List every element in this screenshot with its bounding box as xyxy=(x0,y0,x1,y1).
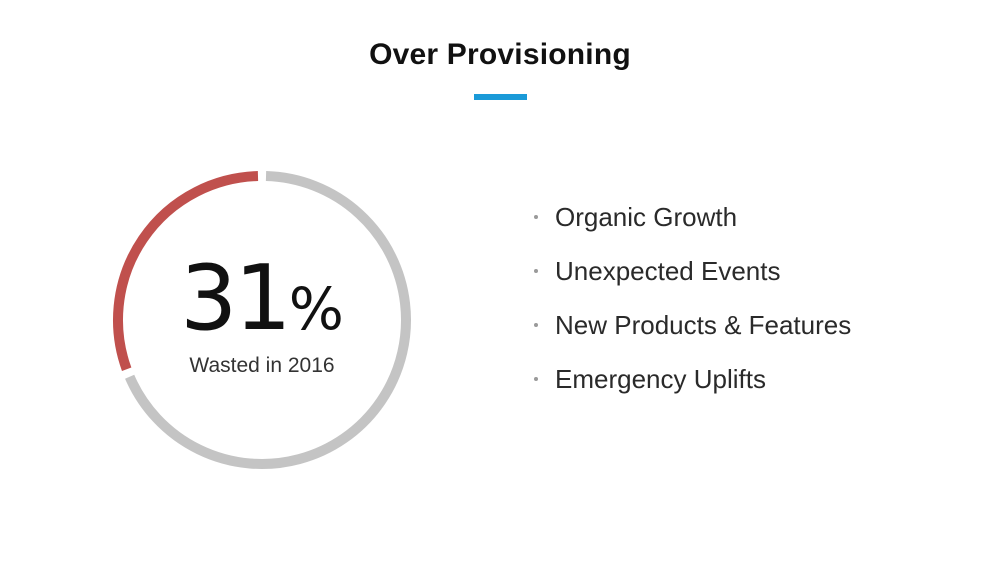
bullet-dot-icon xyxy=(534,215,538,219)
bullet-item: Emergency Uplifts xyxy=(532,358,851,412)
bullet-list: Organic Growth Unexpected Events New Pro… xyxy=(532,196,851,412)
donut-chart xyxy=(113,171,411,469)
bullet-text: Organic Growth xyxy=(555,202,738,232)
page-title: Over Provisioning xyxy=(369,38,631,71)
stat-value: 31% xyxy=(112,254,412,344)
title-underline xyxy=(474,94,527,100)
bullet-dot-icon xyxy=(534,269,538,273)
bullet-item: New Products & Features xyxy=(532,304,851,358)
donut-value-arc xyxy=(113,171,259,371)
stat-unit: % xyxy=(288,275,344,343)
stat-number: 31 xyxy=(180,246,292,351)
bullet-text: Unexpected Events xyxy=(555,256,781,286)
bullet-text: New Products & Features xyxy=(555,310,852,340)
stat-caption: Wasted in 2016 xyxy=(189,354,335,377)
bullet-text: Emergency Uplifts xyxy=(555,364,766,394)
bullet-dot-icon xyxy=(534,377,538,381)
donut-track-arc xyxy=(125,171,411,469)
bullet-item: Organic Growth xyxy=(532,196,851,250)
stat-donut: 31% Wasted in 2016 xyxy=(112,170,412,470)
bullet-dot-icon xyxy=(534,323,538,327)
bullet-item: Unexpected Events xyxy=(532,250,851,304)
